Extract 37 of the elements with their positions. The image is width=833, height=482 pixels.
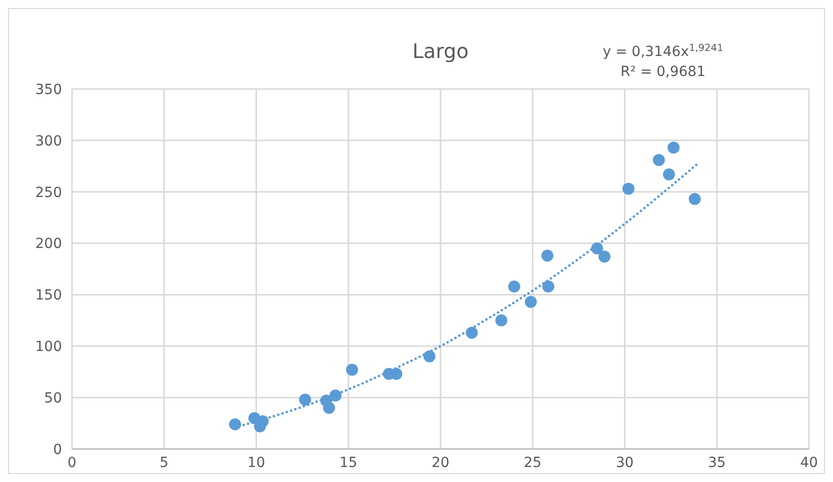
text: R² = 0,9681: [620, 64, 706, 80]
y-tick-label: 250: [35, 184, 62, 201]
chart-title: Largo: [412, 39, 469, 63]
point: [299, 394, 312, 406]
point: [652, 154, 665, 166]
point: [229, 418, 242, 430]
point: [323, 402, 336, 414]
text: y = 0,3146x$^{1,9241}$: [602, 42, 724, 60]
x-tick-label: 35: [708, 455, 726, 471]
x-tick-label: 20: [432, 455, 450, 471]
point: [423, 350, 436, 362]
point: [466, 326, 478, 339]
point: [622, 182, 634, 195]
point: [508, 280, 520, 292]
x-tick-label: 25: [524, 455, 542, 471]
y-tick-label: 50: [44, 390, 62, 406]
x-tick-label: 15: [339, 455, 358, 471]
y-tick-label: 300: [35, 133, 62, 150]
x-tick-label: 5: [160, 455, 169, 471]
point: [346, 364, 358, 376]
y-tick-label: 150: [35, 288, 62, 304]
y-tick-label: 200: [35, 236, 62, 252]
point: [495, 314, 508, 326]
x-tick-label: 10: [247, 455, 266, 471]
x-tick-label: 0: [68, 455, 76, 471]
y-tick-label: 100: [35, 339, 62, 356]
point: [688, 193, 701, 206]
x-tick-label: 30: [616, 455, 634, 471]
y-tick-label: 0: [53, 442, 62, 458]
x-tick-label: 40: [800, 455, 818, 471]
point: [598, 250, 610, 263]
point: [541, 250, 554, 262]
point: [524, 296, 537, 308]
point: [662, 168, 675, 180]
y-tick-label: 350: [35, 82, 62, 98]
point: [668, 142, 680, 154]
point: [542, 280, 554, 292]
